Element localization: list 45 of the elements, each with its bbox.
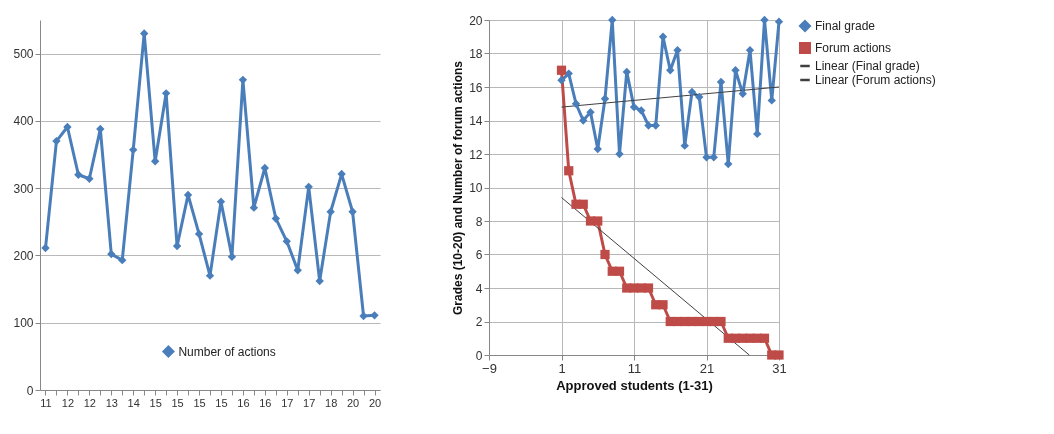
x-tick-label: 17 [303, 396, 316, 409]
y-axis-title: Grades (10-20) and Number of forum actions [451, 60, 466, 316]
x-tick-label: −9 [482, 360, 497, 376]
y-tick-label: 200 [13, 248, 34, 263]
y-tick-label: 400 [13, 114, 34, 129]
y-tick-label: 14 [469, 114, 483, 128]
y-tick-label: 0 [26, 383, 34, 398]
x-tick-label: 13 [105, 396, 118, 409]
legend-label: Linear (Forum actions) [815, 73, 936, 87]
x-tick-label: 16 [259, 396, 272, 409]
x-tick-label: 18 [325, 396, 338, 409]
x-tick-label: 16 [237, 396, 250, 409]
y-tick-label: 4 [475, 281, 483, 296]
x-tick-label: 1 [558, 360, 566, 376]
x-tick-label: 15 [149, 396, 162, 409]
x-axis-title: Approved students (1-31) [556, 377, 713, 393]
y-tick-label: 300 [13, 181, 34, 196]
x-tick-label: 15 [215, 396, 228, 409]
y-tick-label: 6 [475, 248, 483, 262]
x-tick-label: 20 [346, 396, 360, 409]
y-tick-label: 500 [13, 47, 34, 62]
y-tick-label: 18 [469, 47, 483, 61]
x-tick-label: 21 [699, 360, 715, 376]
y-tick-label: 100 [13, 316, 34, 331]
legend-label: Forum actions [815, 41, 892, 55]
x-tick-label: 15 [171, 396, 184, 409]
y-tick-label: 10 [469, 181, 483, 195]
x-tick-label: 11 [627, 360, 642, 376]
x-tick-label: 11 [40, 396, 52, 409]
y-tick-label: 8 [475, 214, 483, 229]
x-tick-label: 17 [281, 396, 294, 409]
y-tick-label: 16 [469, 80, 483, 95]
x-tick-label: 14 [127, 396, 140, 409]
x-tick-label: 20 [368, 396, 382, 409]
x-tick-label: 15 [193, 396, 206, 409]
y-tick-label: 20 [469, 13, 483, 28]
x-tick-label: 12 [83, 396, 96, 409]
x-tick-label: 31 [772, 360, 787, 376]
y-tick-label: 2 [475, 315, 483, 329]
x-tick-label: 12 [61, 396, 75, 409]
legend-label: Number of actions [178, 344, 276, 359]
legend-label: Final grade [815, 19, 876, 33]
y-tick-label: 12 [469, 147, 483, 162]
y-tick-label: 0 [475, 348, 483, 363]
legend-label: Linear (Final grade) [815, 59, 920, 73]
